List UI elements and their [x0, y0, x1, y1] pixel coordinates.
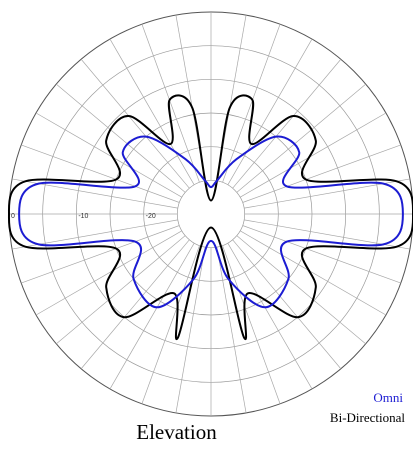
ring-tick-label: -20 — [146, 213, 156, 220]
ring-labels: 0 -10 -20 — [11, 213, 156, 220]
grid-spoke — [239, 112, 387, 198]
grid-spoke — [236, 83, 366, 193]
grid-spoke — [216, 247, 247, 413]
grid-spoke — [242, 225, 401, 284]
grid-spoke — [141, 245, 200, 404]
legend-omni: Omni — [373, 390, 403, 405]
grid-spoke — [239, 230, 387, 316]
grid-spoke — [227, 242, 313, 390]
grid-spoke — [232, 59, 342, 189]
grid-spoke — [222, 24, 281, 183]
grid-spoke — [35, 230, 183, 316]
grid-spoke — [21, 144, 180, 203]
grid-spoke — [56, 83, 186, 193]
ring-tick-label: -10 — [78, 213, 88, 220]
grid-spoke — [35, 112, 183, 198]
ring-tick-label: 0 — [11, 213, 15, 220]
grid-spoke — [227, 38, 313, 186]
grid-spoke — [232, 239, 342, 369]
grid-spokes — [9, 12, 413, 416]
grid-spoke — [109, 242, 195, 390]
series-omni-line — [18, 135, 404, 309]
grid-spoke — [56, 235, 186, 345]
grid-ring — [176, 179, 246, 249]
grid-spoke — [222, 245, 281, 404]
grid-spoke — [175, 247, 206, 413]
grid-spoke — [80, 239, 190, 369]
legend-bi-directional: Bi-Directional — [329, 410, 405, 425]
series-layer — [7, 94, 413, 341]
grid-spoke — [242, 144, 401, 203]
grid-spoke — [109, 38, 195, 186]
grid-spoke — [141, 24, 200, 183]
grid-spoke — [236, 235, 366, 345]
chart-title: Elevation — [136, 420, 217, 444]
grid-spoke — [21, 225, 180, 284]
grid-spoke — [80, 59, 190, 189]
